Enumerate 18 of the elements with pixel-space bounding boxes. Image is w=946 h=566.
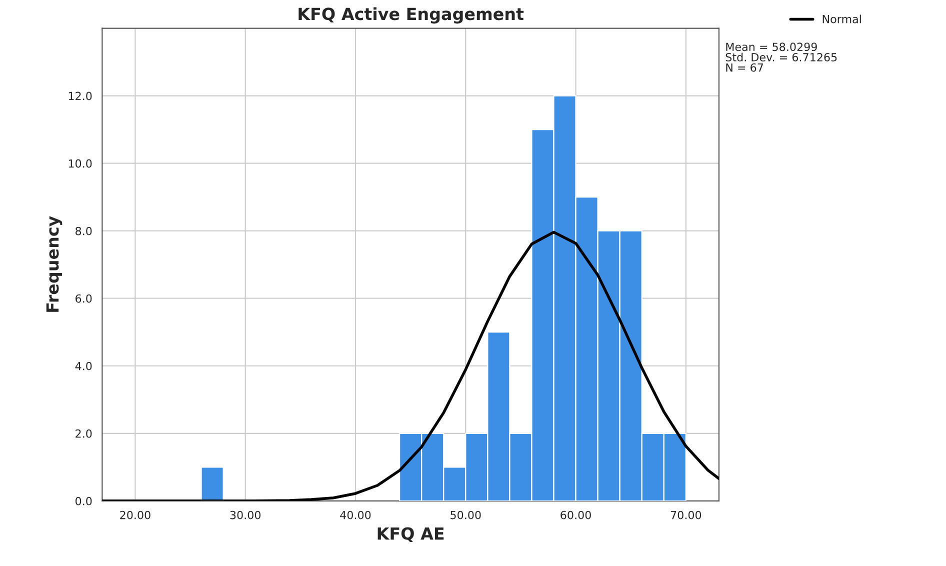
x-tick-label: 30.00 xyxy=(230,510,261,520)
text: Mean = 58.0299 Std. Dev. = 6.71265 N = 67 xyxy=(726,42,837,72)
x-tick-label: 60.00 xyxy=(560,510,591,520)
chart-title: KFQ Active Engagement xyxy=(298,7,524,24)
y-tick-label: 6.0 xyxy=(76,294,92,303)
y-tick-label: 4.0 xyxy=(75,362,92,370)
y-tick-label: 0.0 xyxy=(76,496,92,506)
x-tick-label: 20.00 xyxy=(120,510,150,520)
x-tick-label: 50.00 xyxy=(450,510,481,520)
y-tick-label: 2.0 xyxy=(76,429,92,438)
y-tick-label: 10.0 xyxy=(68,159,92,168)
y-axis-title: Frequency xyxy=(46,216,62,312)
legend-label: Normal xyxy=(822,14,861,24)
x-tick-label: 70.00 xyxy=(670,510,702,520)
x-tick-label: 40.00 xyxy=(340,510,371,520)
y-tick-label: 12.0 xyxy=(68,92,92,100)
x-axis-title: KFQ AE xyxy=(378,527,444,542)
y-tick-label: 8.0 xyxy=(76,226,92,236)
